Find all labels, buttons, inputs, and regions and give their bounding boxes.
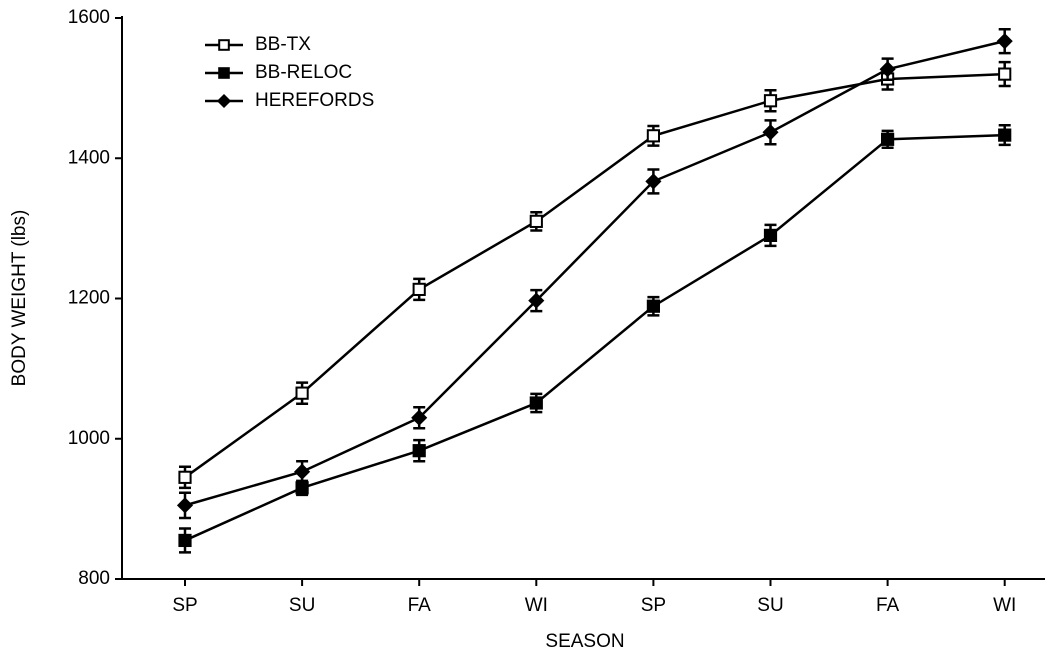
legend-label: BB-RELOC (255, 62, 352, 83)
legend-label: HEREFORDS (255, 90, 374, 111)
data-point (412, 282, 426, 296)
y-axis-title: BODY WEIGHT (lbs) (9, 210, 30, 387)
x-tick-label: SU (289, 595, 315, 616)
data-point (295, 386, 309, 400)
x-tick-label: SU (757, 595, 783, 616)
data-point (998, 67, 1012, 81)
data-point (529, 214, 543, 228)
data-point (528, 292, 545, 309)
series-line (184, 72, 1005, 479)
x-tick-label: WI (525, 595, 548, 616)
data-point (998, 128, 1012, 142)
x-tick-label: FA (408, 595, 432, 616)
data-point (295, 481, 309, 495)
legend-marker (218, 39, 230, 51)
x-tick-label: SP (172, 595, 197, 616)
x-tick-label: FA (876, 595, 900, 616)
x-tick-label: SP (641, 595, 666, 616)
data-point (881, 132, 895, 146)
data-point (645, 173, 662, 190)
series-line (184, 133, 1005, 542)
y-tick-label: 800 (78, 568, 110, 589)
data-point (294, 463, 311, 480)
series-line (184, 39, 1005, 507)
data-point (178, 533, 192, 548)
legend-marker (216, 93, 232, 109)
legend-marker (218, 67, 230, 79)
x-tick-label: WI (993, 595, 1016, 616)
legend-label: BB-TX (255, 34, 311, 55)
data-point (879, 61, 896, 78)
y-tick-label: 1600 (68, 7, 110, 28)
y-tick-label: 1400 (68, 147, 110, 168)
data-point (763, 228, 778, 242)
y-tick-label: 1000 (68, 428, 110, 449)
y-tick-label: 1200 (68, 288, 110, 309)
x-axis-title: SEASON (545, 631, 624, 652)
data-point (529, 396, 543, 410)
data-point (646, 299, 660, 313)
data-point (411, 409, 428, 426)
data-point (176, 497, 194, 514)
data-point (762, 124, 779, 141)
data-point (178, 470, 192, 484)
data-point (996, 33, 1013, 50)
data-point (763, 94, 778, 108)
data-point (646, 129, 660, 143)
data-point (412, 444, 426, 458)
